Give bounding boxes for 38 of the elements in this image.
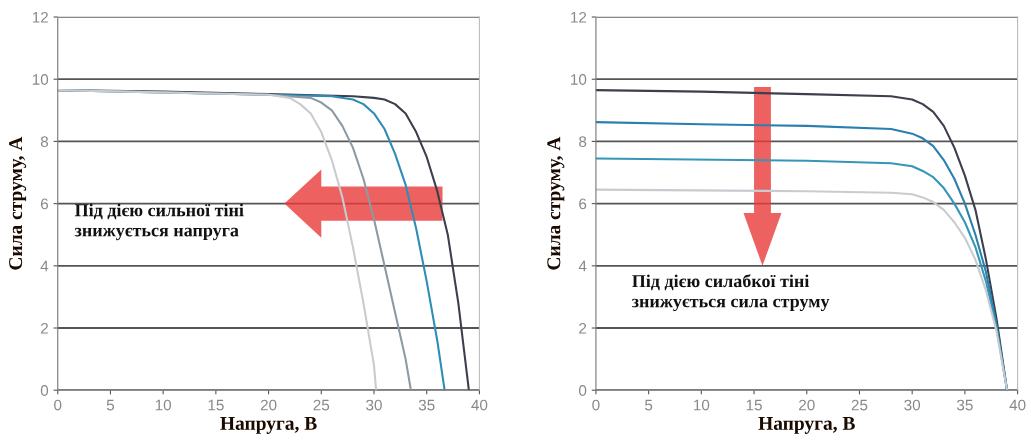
x-axis-title: Напруга, В xyxy=(758,416,855,434)
x-tick-label: 25 xyxy=(851,399,868,411)
x-tick-label: 20 xyxy=(799,399,815,411)
y-tick-label: 0 xyxy=(578,385,587,396)
x-tick-label: 0 xyxy=(592,399,600,411)
y-tick-label: 10 xyxy=(571,74,587,85)
annotation: Під дією силабкої тіні знижується сила струму xyxy=(631,274,830,312)
x-tick-label: 35 xyxy=(418,399,435,411)
y-tick-label: 0 xyxy=(40,385,49,396)
y-tick-label: 10 xyxy=(32,74,49,85)
y-tick-label: 2 xyxy=(40,322,48,334)
y-axis-title: Сила струму, А xyxy=(9,136,27,270)
y-tick-label: 2 xyxy=(579,322,587,334)
y-tick-label: 8 xyxy=(579,136,587,148)
annotation: Під дією сильної тіні знижується напруга xyxy=(74,203,244,241)
x-tick-label: 20 xyxy=(260,399,277,411)
y-tick-label: 4 xyxy=(40,260,49,272)
x-tick-label: 15 xyxy=(746,399,762,411)
y-tick-label: 12 xyxy=(32,11,48,23)
x-tick-label: 10 xyxy=(155,399,172,411)
x-tick-label: 10 xyxy=(694,399,710,411)
x-tick-label: 30 xyxy=(904,399,921,411)
x-tick-label: 40 xyxy=(1009,399,1026,411)
x-tick-label: 25 xyxy=(313,399,330,411)
x-tick-label: 30 xyxy=(366,399,382,411)
y-tick-label: 6 xyxy=(579,198,587,210)
x-tick-label: 5 xyxy=(644,399,653,411)
y-tick-label: 12 xyxy=(571,11,587,23)
y-axis-title: Сила струму, А xyxy=(547,136,565,270)
x-tick-label: 35 xyxy=(956,399,973,411)
y-tick-label: 4 xyxy=(578,260,587,272)
x-tick-label: 5 xyxy=(106,399,115,411)
y-tick-label: 8 xyxy=(40,136,49,148)
x-tick-label: 15 xyxy=(208,399,224,411)
x-tick-label: 40 xyxy=(471,399,488,411)
x-tick-label: 0 xyxy=(54,399,62,411)
y-tick-label: 6 xyxy=(40,198,49,210)
x-axis-title: Напруга, В xyxy=(220,416,317,434)
